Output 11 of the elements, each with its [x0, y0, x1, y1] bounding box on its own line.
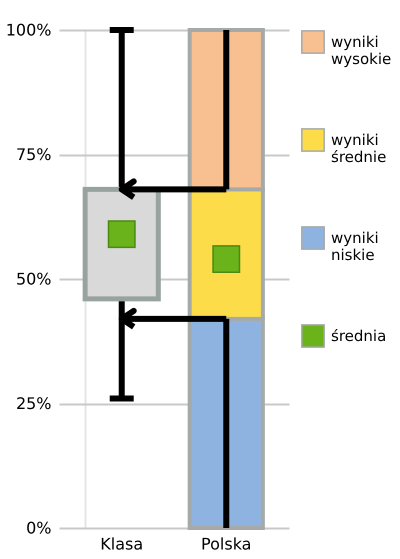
x-tick-label: Klasa [100, 534, 144, 554]
y-tick-label: 100% [6, 20, 52, 40]
y-tick-label: 25% [16, 394, 52, 413]
legend-label: średnia [331, 327, 386, 345]
legend-label: wyniki wysokie [331, 33, 392, 68]
legend-label: wyniki niskie [331, 229, 379, 264]
y-tick-label: 50% [16, 270, 52, 288]
x-tick-label: Polska [201, 534, 252, 554]
legend-label: wyniki średnie [331, 131, 386, 166]
y-tick-label: 75% [16, 145, 52, 164]
y-tick-label: 0% [26, 518, 52, 538]
